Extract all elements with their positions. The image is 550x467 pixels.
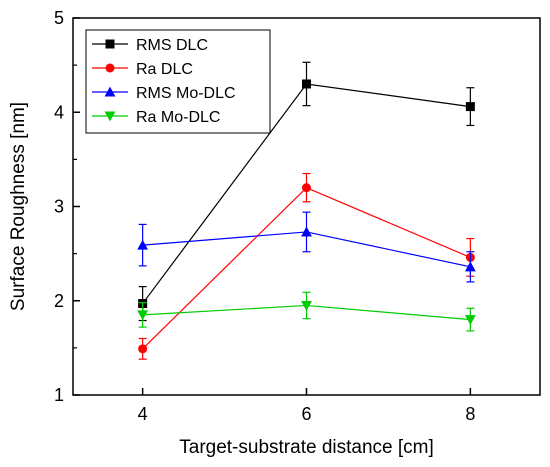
y-tick-label: 2 [54, 291, 64, 311]
legend-label: RMS DLC [136, 37, 208, 54]
legend-marker [104, 111, 116, 122]
data-point [302, 183, 311, 193]
legend-marker [105, 39, 115, 49]
axes: 4 6 8 1 2 3 4 5 [54, 8, 475, 424]
data-point [464, 315, 476, 325]
y-tick-label: 1 [54, 385, 64, 405]
legend: RMS DLC Ra DLC RMS Mo-DLC Ra Mo-DLC [85, 29, 271, 134]
data-point [301, 300, 312, 311]
legend-label: Ra DLC [136, 61, 193, 78]
y-tick-label: 4 [54, 102, 64, 122]
x-tick-label: 6 [301, 404, 311, 424]
legend-label: Ra Mo-DLC [136, 109, 220, 126]
y-tick-label: 3 [54, 197, 64, 217]
legend-marker [105, 63, 115, 73]
legend-marker [104, 86, 116, 97]
data-point [137, 310, 149, 321]
data-point [302, 79, 311, 89]
data-point [464, 261, 476, 272]
legend-item: Ra DLC [92, 61, 193, 78]
legend-item: RMS Mo-DLC [92, 85, 236, 102]
plot-area [137, 61, 476, 360]
y-tick-label: 5 [54, 8, 64, 28]
legend-item: RMS DLC [92, 37, 208, 54]
data-point [137, 239, 149, 250]
legend-item: Ra Mo-DLC [92, 109, 220, 126]
y-axis-label: Surface Roughness [nm] [8, 102, 29, 311]
series-ra-mo-dlc [137, 291, 476, 332]
x-tick-label: 4 [138, 404, 148, 424]
data-point [138, 344, 148, 354]
data-point [465, 102, 475, 112]
series-rms-mo-dlc [137, 211, 476, 283]
x-axis-label: Target-substrate distance [cm] [179, 437, 434, 458]
x-tick-label: 8 [465, 404, 475, 424]
data-point [301, 226, 312, 237]
series-ra-dlc [138, 172, 475, 360]
legend-label: RMS Mo-DLC [136, 85, 236, 102]
